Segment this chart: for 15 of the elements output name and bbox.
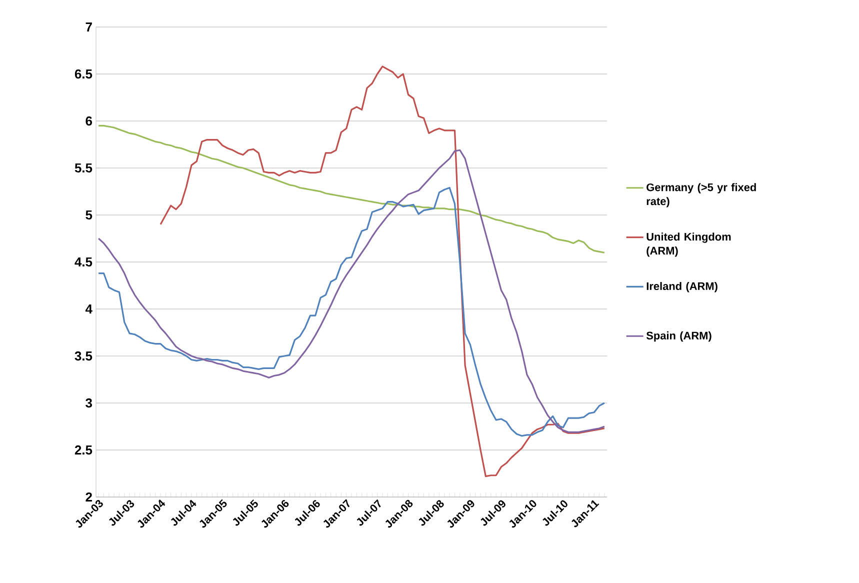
- legend-label: Ireland (ARM): [646, 282, 718, 292]
- y-tick-label: 5.5: [74, 163, 92, 173]
- y-tick-label: 6: [86, 116, 92, 126]
- y-tick-label: 6.5: [74, 69, 92, 79]
- y-tick-label: 2: [86, 492, 92, 502]
- legend-label: United Kingdom (ARM): [646, 232, 731, 257]
- y-tick-label: 5: [86, 210, 92, 220]
- legend-label: Germany (>5 yr fixed rate): [646, 183, 756, 208]
- y-tick-label: 4.5: [74, 257, 92, 267]
- y-tick-label: 3: [86, 398, 92, 408]
- y-tick-label: 4: [85, 304, 92, 314]
- legend-label: Spain (ARM): [646, 331, 712, 342]
- y-tick-label: 2.5: [74, 445, 92, 455]
- y-tick-label: 7: [86, 22, 92, 32]
- y-tick-label: 3.5: [74, 351, 92, 361]
